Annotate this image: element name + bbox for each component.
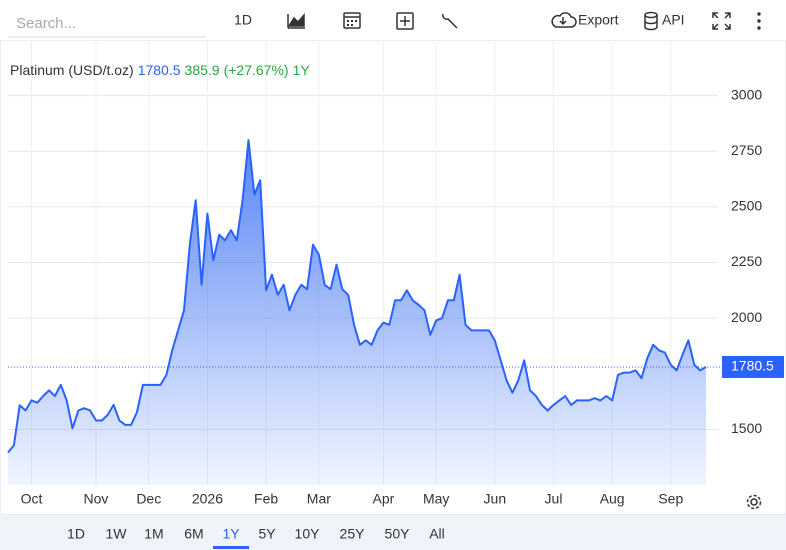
range-active-indicator <box>213 546 249 549</box>
y-tick-label: 1500 <box>731 420 762 436</box>
range-button[interactable]: 25Y <box>340 526 366 542</box>
y-tick-label: 2750 <box>731 142 762 158</box>
plot: 1500 2000 2250 2500 2750 3000 Oct Nov Dec 2026 Feb… <box>7 40 784 507</box>
search-box[interactable]: Search... <box>16 15 76 32</box>
range-button[interactable]: 50Y <box>385 526 411 542</box>
period: 1Y <box>293 62 311 78</box>
x-tick-label: 2026 <box>192 491 223 507</box>
range-button[interactable]: All <box>429 526 445 542</box>
toolbar: Search... 1D Export API <box>8 12 761 38</box>
y-tick-label: 2000 <box>731 309 762 325</box>
price-line <box>7 139 707 454</box>
add-indicator-button[interactable] <box>396 12 414 30</box>
range-button[interactable]: 6M <box>184 526 203 542</box>
x-tick-label: Jul <box>545 491 563 507</box>
price-change: 385.9 <box>185 62 220 78</box>
menu-button[interactable] <box>757 12 761 30</box>
x-tick-label: Dec <box>136 491 161 507</box>
export-button[interactable]: Export <box>551 12 619 28</box>
x-tick-label: Oct <box>21 491 43 507</box>
settings-button[interactable] <box>746 494 762 510</box>
tools-button[interactable] <box>442 13 458 29</box>
export-label: Export <box>578 12 619 28</box>
chart-type-button[interactable] <box>287 12 305 29</box>
range-button[interactable]: 1W <box>106 526 128 542</box>
range-buttons: 1D 1W 1M 6M 1Y 5Y 10Y 25Y 50Y All <box>67 526 445 549</box>
area-fill <box>8 140 706 485</box>
instrument-name: Platinum (USD/t.oz) <box>10 62 134 78</box>
fullscreen-button[interactable] <box>712 12 731 30</box>
range-bar <box>0 515 786 550</box>
x-tick-label: Apr <box>372 491 394 507</box>
last-price-box <box>722 355 784 378</box>
x-tick-label: Mar <box>307 491 331 507</box>
x-tick-label: Aug <box>600 491 625 507</box>
last-price-label: 1780.5 <box>731 358 774 374</box>
x-tick-label: Feb <box>254 491 278 507</box>
calendar-button[interactable] <box>343 12 361 29</box>
x-tick-label: Sep <box>658 491 683 507</box>
y-tick-label: 3000 <box>731 86 762 102</box>
x-tick-label: May <box>423 491 449 507</box>
api-label: API <box>662 12 685 28</box>
range-button[interactable]: 1M <box>144 526 163 542</box>
x-tick-label: Jun <box>484 491 507 507</box>
last-price: 1780.5 <box>138 62 181 78</box>
y-tick-label: 2500 <box>731 198 762 214</box>
range-button[interactable]: 1D <box>67 526 85 542</box>
percent-change: (+27.67%) <box>224 62 289 78</box>
range-button[interactable]: 1Y <box>222 526 240 542</box>
range-button[interactable]: 5Y <box>258 526 276 542</box>
interval-button[interactable]: 1D <box>234 12 252 28</box>
x-tick-label: Nov <box>84 491 109 507</box>
api-button[interactable]: API <box>644 12 685 31</box>
y-tick-label: 2250 <box>731 253 762 269</box>
range-button[interactable]: 10Y <box>295 526 321 542</box>
chart-header: Platinum (USD/t.oz) 1780.5 385.9 (+27.67%) 1… <box>10 62 310 78</box>
